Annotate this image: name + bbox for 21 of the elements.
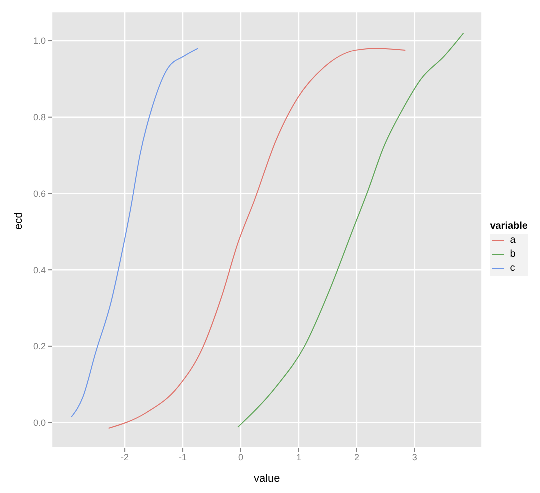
y-tick-label: 0.8 [33,112,46,123]
legend-title: variable [490,220,528,232]
y-tick-label: 0.6 [33,188,46,199]
x-tick-label: -2 [121,452,130,462]
line-series [108,48,406,430]
y-tick-label: 1.0 [33,36,46,46]
x-tick-label: -1 [179,452,188,462]
x-tick-label: 3 [412,452,418,462]
y-tick-label: 0.4 [33,265,46,276]
y-tick-label: 0.0 [33,418,46,428]
x-tick-label: 0 [238,452,244,462]
line-series [71,48,199,418]
legend-label: a [510,235,516,246]
legend-label: b [510,249,516,260]
line-series [238,32,464,428]
y-axis-title: ecd [12,212,25,230]
y-tick-label: 0.2 [33,342,46,352]
x-tick-label: 1 [296,452,302,462]
x-axis-title: value [254,473,280,485]
x-tick-label: 2 [354,452,360,462]
legend-label: c [510,263,516,274]
